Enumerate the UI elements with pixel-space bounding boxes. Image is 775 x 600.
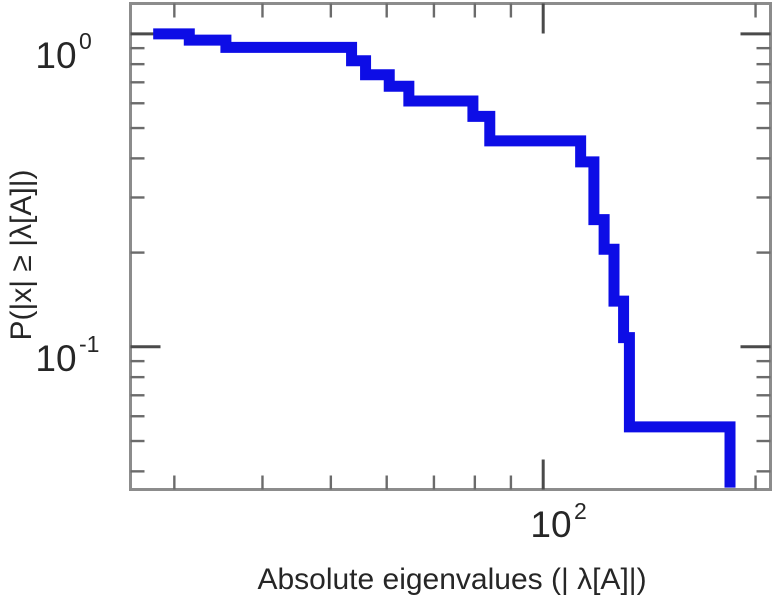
- axis-ticks: [130, 3, 771, 490]
- y-tick-mantissa-0: 10: [35, 35, 76, 76]
- x-tick-mantissa-0: 10: [530, 504, 571, 545]
- x-tick-exponent-0: 2: [574, 498, 587, 524]
- y-tick-exponent-0: 0: [79, 28, 92, 54]
- ccdf-step-line: [153, 28, 736, 488]
- y-tick-exponent-1: -1: [79, 331, 99, 357]
- y-axis-title: P(|x| ≥ |λ[A]|): [5, 170, 38, 341]
- y-tick-mantissa-1: 10: [35, 338, 76, 379]
- y-tick-label-10-0: 10 0: [35, 28, 91, 76]
- x-tick-label-10-2: 10 2: [530, 498, 586, 545]
- y-tick-label-10-1: 10 -1: [35, 331, 99, 379]
- plot-frame: [129, 2, 772, 491]
- x-axis-title: Absolute eigenvalues (| λ[A]|): [257, 563, 646, 596]
